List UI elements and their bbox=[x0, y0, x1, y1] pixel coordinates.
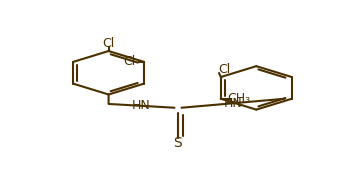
Text: Cl: Cl bbox=[124, 55, 136, 68]
Text: S: S bbox=[174, 136, 182, 150]
Text: Cl: Cl bbox=[218, 63, 231, 76]
Text: HN: HN bbox=[132, 99, 151, 112]
Text: CH₃: CH₃ bbox=[227, 92, 250, 105]
Text: HN: HN bbox=[224, 97, 242, 110]
Text: Cl: Cl bbox=[103, 37, 115, 50]
